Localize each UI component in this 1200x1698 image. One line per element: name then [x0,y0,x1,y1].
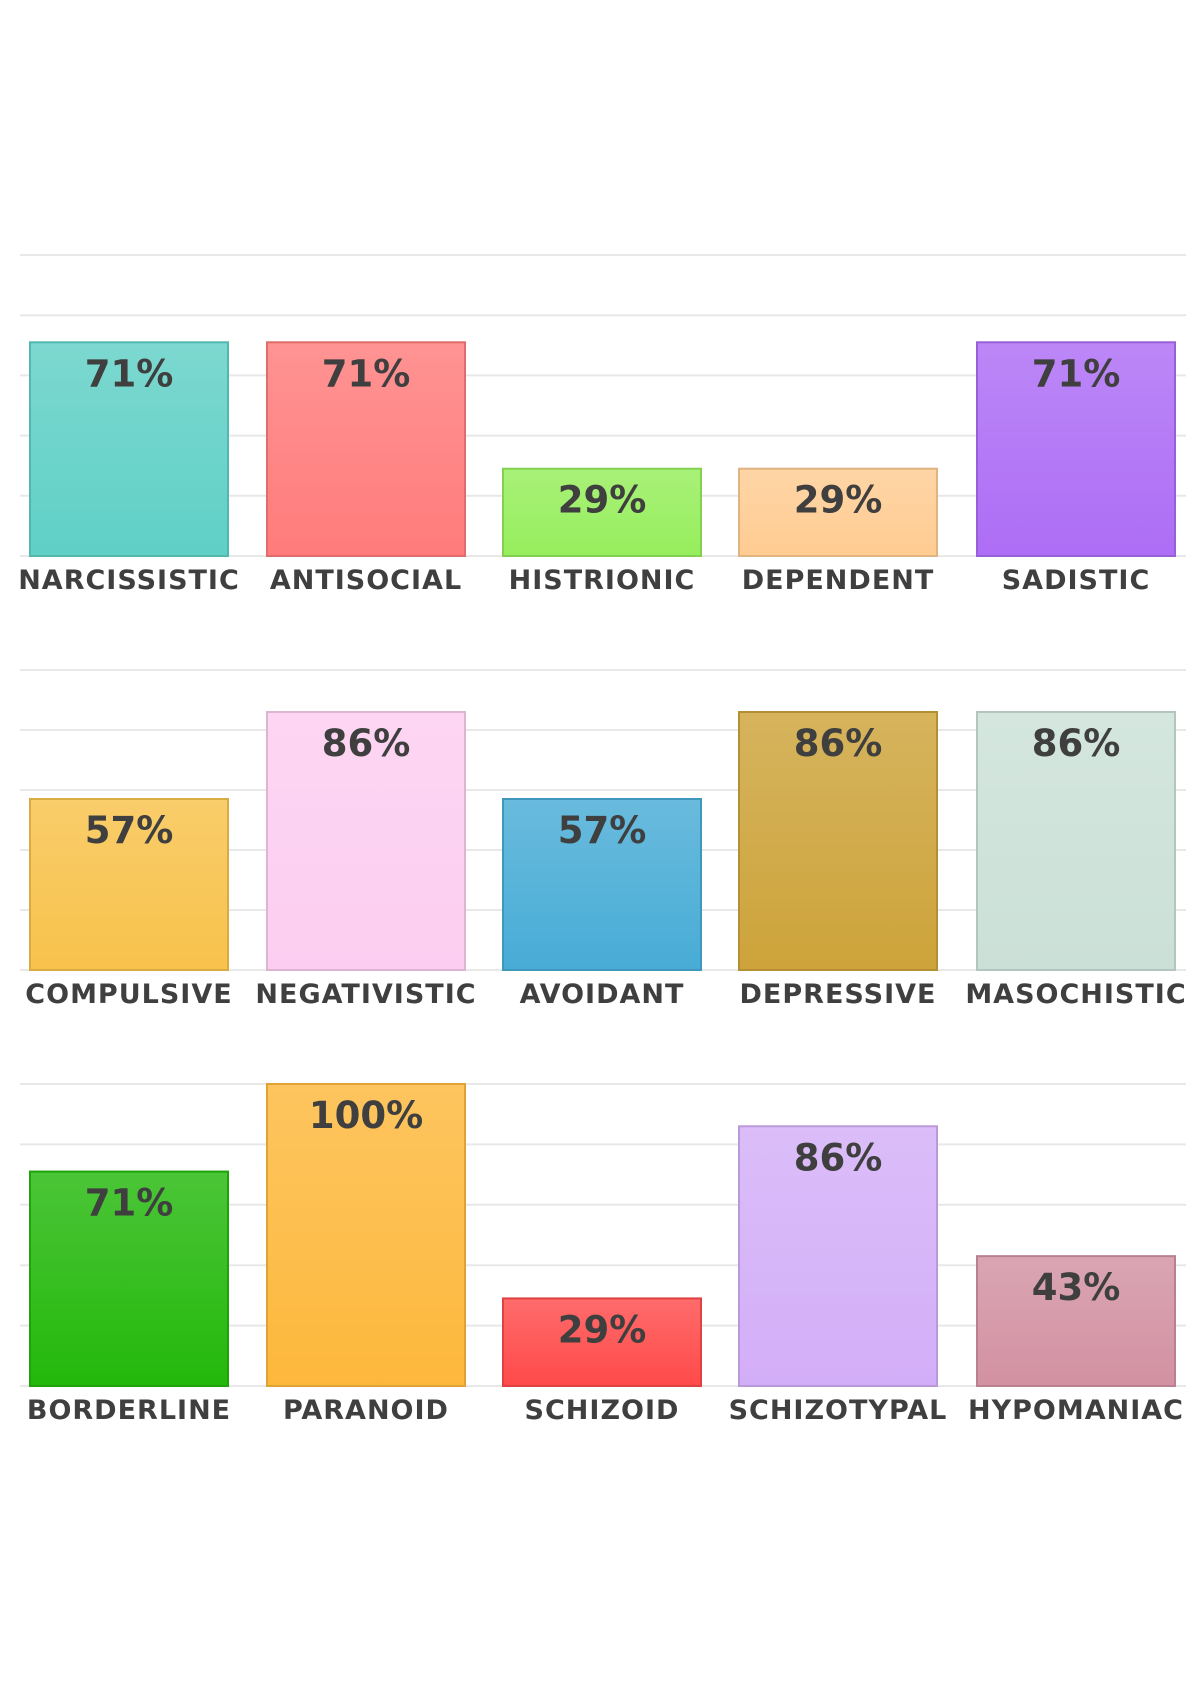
category-label: HYPOMANIAC [968,1395,1184,1426]
bar-narcissistic [29,341,229,558]
bar-value-label: 86% [794,1136,883,1179]
bar-masochistic [976,711,1176,971]
chart-panel-1: 71% NARCISSISTIC 71% ANTISOCIAL 29% HISTRIONI… [18,254,1186,596]
category-label: SCHIZOTYPAL [729,1395,948,1426]
category-label: BORDERLINE [27,1395,231,1426]
bar-value-label: 29% [794,479,883,522]
category-label: ANTISOCIAL [270,565,462,596]
category-label: MASOCHISTIC [965,979,1186,1010]
bar-value-label: 71% [322,352,411,395]
category-label: PARANOID [283,1395,449,1426]
bar-paranoid [266,1083,466,1387]
bar-value-label: 57% [85,809,174,852]
bar-value-label: 100% [309,1094,423,1137]
bar-compulsive [29,798,229,971]
bar-value-label: 86% [322,722,411,765]
chart-panel-3: 71% BORDERLINE 100% PARANOID 29% SCHIZOID 86% S… [20,1083,1186,1426]
bar-borderline [29,1170,229,1387]
bar-value-label: 86% [794,722,883,765]
category-label: DEPRESSIVE [740,979,937,1010]
bar-negativistic [266,711,466,971]
category-label: SADISTIC [1002,565,1151,596]
bar-value-label: 29% [558,1308,647,1351]
bar-depressive [738,711,938,971]
bar-value-label: 29% [558,479,647,522]
category-label: COMPULSIVE [25,979,232,1010]
chart-panel-2: 57% COMPULSIVE 86% NEGATIVISTIC 57% AVOIDANT 8… [20,669,1186,1010]
bar-value-label: 71% [1032,352,1121,395]
bar-value-label: 57% [558,809,647,852]
bar-schizoid [502,1297,702,1388]
bar-histrionic [502,467,702,557]
category-label: NARCISSISTIC [18,565,240,596]
bar-value-label: 71% [85,1182,174,1225]
category-label: NEGATIVISTIC [255,979,476,1010]
category-label: DEPENDENT [742,565,935,596]
bar-hypomaniac [976,1255,1176,1388]
bar-value-label: 86% [1032,722,1121,765]
bar-schizotypal [738,1125,938,1388]
bar-dependent [738,467,938,557]
bar-avoidant [502,798,702,971]
category-label: AVOIDANT [520,979,685,1010]
bar-value-label: 71% [85,352,174,395]
bar-antisocial [266,341,466,558]
bar-sadistic [976,341,1176,558]
category-label: HISTRIONIC [509,565,696,596]
category-label: SCHIZOID [525,1395,680,1426]
bar-value-label: 43% [1032,1266,1121,1309]
